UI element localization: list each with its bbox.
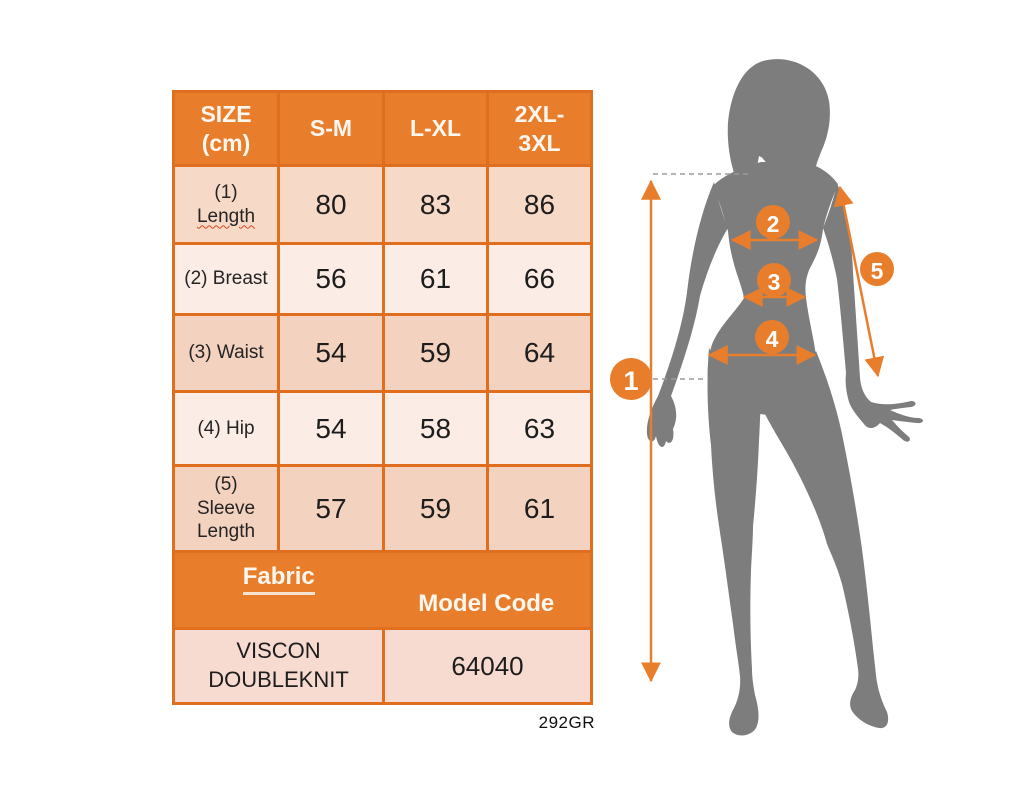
row-name: Breast: [212, 268, 268, 290]
header-2xl-line1: 2XL-: [514, 100, 565, 127]
badge-4-circle: [755, 320, 789, 354]
table-header-row: SIZE (cm) S-M L-XL 2XL- 3XL: [172, 90, 593, 167]
value-cell: 54: [277, 390, 385, 467]
table-row-hip: (4) Hip 54 58 63: [172, 390, 593, 467]
header-size-line2: (cm): [201, 129, 251, 156]
weight-footnote: 292GR: [538, 713, 595, 732]
row-name: Sleeve Length: [196, 497, 256, 543]
right-arm-shape: [823, 183, 923, 442]
row-num: (1): [214, 181, 238, 203]
row-label-waist: (3) Waist: [172, 313, 280, 393]
table-row-length: (1) Length 80 83 86: [172, 164, 593, 245]
header-2xl-line2: 3XL: [518, 129, 561, 156]
right-leg-shape: [761, 351, 889, 729]
left-arm-shape: [646, 182, 728, 448]
value-cell: 80: [277, 164, 385, 245]
badge-4-label: 4: [766, 326, 779, 352]
value-cell: 56: [277, 242, 385, 316]
left-leg-shape: [707, 348, 761, 736]
value-cell: 61: [486, 464, 593, 553]
table-row-waist: (3) Waist 54 59 64: [172, 313, 593, 393]
measurement-badges: 1 2 3 4 5: [610, 205, 894, 400]
header-s-m: S-M: [277, 90, 385, 167]
row-label-breast: (2) Breast: [172, 242, 280, 316]
badge-2-circle: [756, 205, 790, 239]
dashed-guide-lines: [653, 173, 748, 380]
row-name: Length: [196, 205, 256, 227]
badge-1-circle: [610, 358, 652, 400]
row-name: Waist: [216, 342, 264, 364]
female-body-silhouette: [646, 59, 923, 736]
body-silhouette-diagram: 1 2 3 4 5: [610, 59, 923, 736]
fabric-model-band: Fabric Model Code: [172, 550, 593, 630]
fabric-label: Fabric: [177, 563, 383, 595]
value-cell: 83: [382, 164, 489, 245]
fabric-label-text: Fabric: [242, 563, 315, 595]
model-code-label: Model Code: [418, 590, 555, 617]
value-cell: 58: [382, 390, 489, 467]
value-cell: 59: [382, 313, 489, 393]
measurement-arrows: [641, 179, 885, 683]
value-cell: 57: [277, 464, 385, 553]
badge-1-label: 1: [623, 366, 638, 396]
size-table: SIZE (cm) S-M L-XL 2XL- 3XL (1) Length 8…: [172, 90, 593, 705]
fabric-value: VISCON DOUBLEKNIT: [172, 627, 385, 705]
value-cell: 59: [382, 464, 489, 553]
value-cell: 66: [486, 242, 593, 316]
row-num: (5): [214, 473, 238, 495]
row-num: (3): [188, 342, 212, 364]
badge-5-label: 5: [871, 258, 884, 284]
row-num: (2): [184, 268, 208, 290]
header-2xl-3xl: 2XL- 3XL: [486, 90, 593, 167]
badge-2-label: 2: [767, 211, 780, 237]
value-cell: 86: [486, 164, 593, 245]
value-cell: 63: [486, 390, 593, 467]
row-label-hip: (4) Hip: [172, 390, 280, 467]
fabric-model-value-row: VISCON DOUBLEKNIT 64040: [172, 627, 593, 705]
table-row-breast: (2) Breast 56 61 66: [172, 242, 593, 316]
model-code-value: 64040: [382, 627, 593, 705]
row-num: (4): [197, 417, 221, 439]
fabric-model-header-row: Fabric Model Code: [172, 550, 593, 630]
header-l-xl: L-XL: [382, 90, 489, 167]
row-label-length: (1) Length: [172, 164, 280, 245]
badge-5-circle: [860, 252, 894, 286]
row-name: Hip: [226, 417, 255, 439]
measurement-figure: 1 2 3 4 5: [600, 45, 1024, 791]
value-cell: 64: [486, 313, 593, 393]
badge-3-circle: [757, 263, 791, 297]
value-cell: 61: [382, 242, 489, 316]
sleeve-arrow: [833, 185, 885, 378]
badge-3-label: 3: [768, 269, 781, 295]
table-row-sleeve-length: (5) Sleeve Length 57 59 61: [172, 464, 593, 553]
row-label-sleeve-length: (5) Sleeve Length: [172, 464, 280, 553]
value-cell: 54: [277, 313, 385, 393]
header-size-line1: SIZE: [200, 100, 252, 127]
header-size-cm: SIZE (cm): [172, 90, 280, 167]
